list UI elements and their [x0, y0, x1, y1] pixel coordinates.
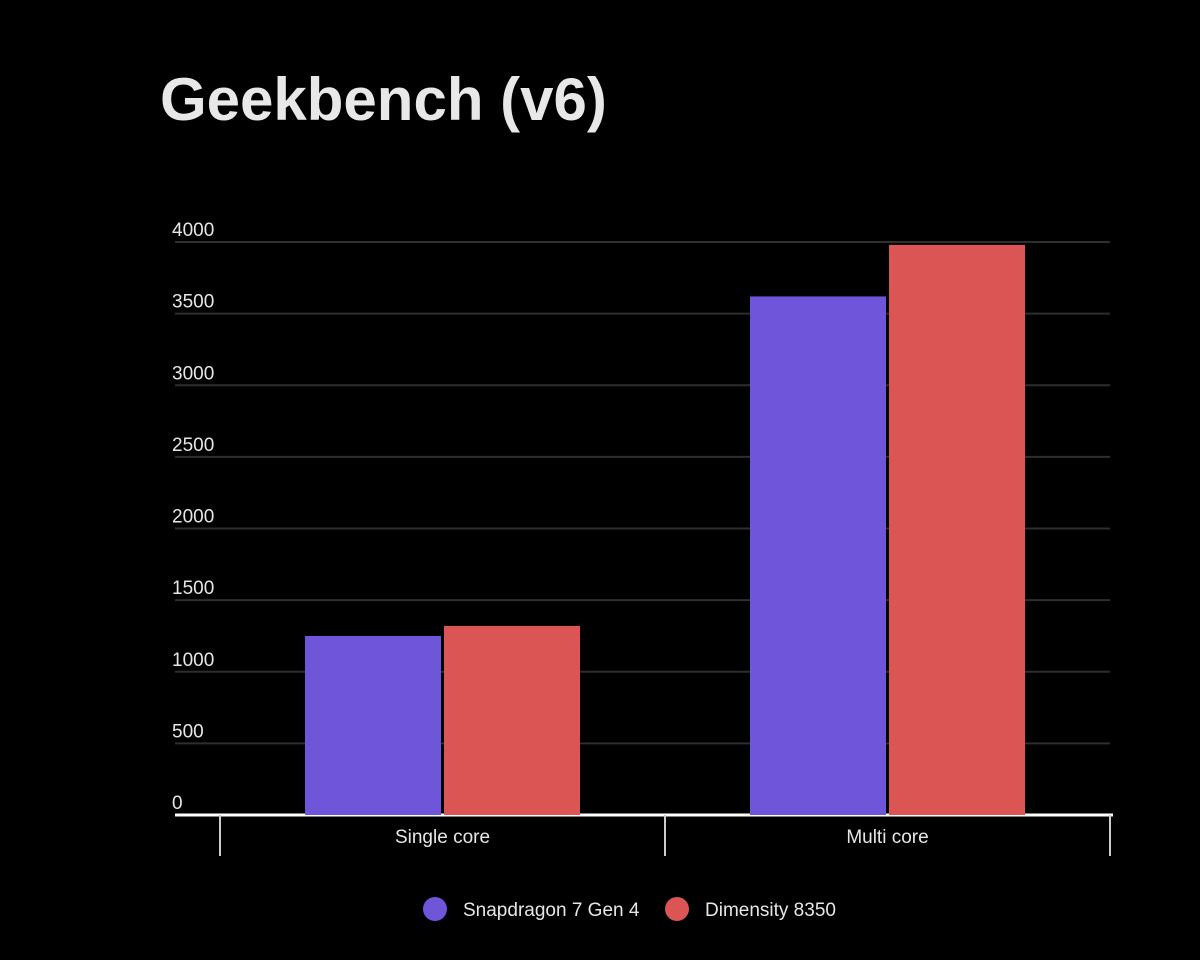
y-tick-label: 2000 [172, 507, 214, 528]
legend-label: Dimensity 8350 [705, 900, 836, 921]
x-tick-label: Multi core [846, 827, 928, 848]
bar [750, 296, 886, 815]
bar [305, 635, 441, 815]
legend-swatch [423, 897, 447, 921]
y-tick-label: 3000 [172, 363, 214, 384]
x-tick-label: Single core [395, 827, 490, 848]
y-tick-label: 3500 [172, 292, 214, 313]
y-tick-label: 1000 [172, 650, 214, 671]
bar [444, 625, 580, 815]
bar [889, 244, 1025, 816]
y-tick-label: 0 [172, 793, 183, 814]
chart-title: Geekbench (v6) [160, 66, 607, 133]
legend-swatch [665, 897, 689, 921]
y-tick-label: 4000 [172, 220, 214, 241]
y-tick-label: 2500 [172, 435, 214, 456]
y-tick-label: 500 [172, 721, 204, 742]
legend-label: Snapdragon 7 Gen 4 [463, 900, 640, 921]
y-tick-label: 1500 [172, 578, 214, 599]
